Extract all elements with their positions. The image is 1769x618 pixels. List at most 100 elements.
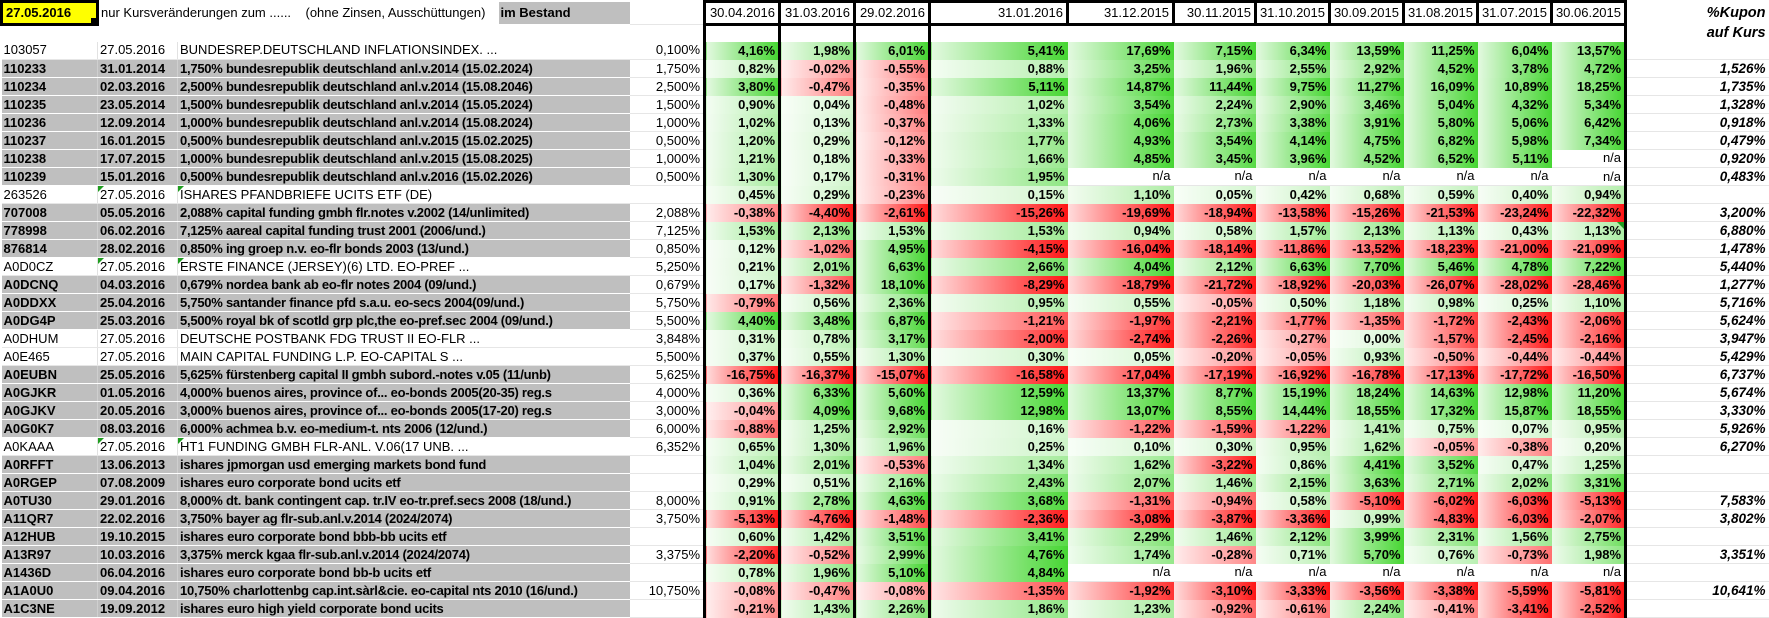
cell-change-value[interactable]: -0,50% [1404,348,1478,366]
cell-change-value[interactable]: -28,46% [1552,276,1626,294]
cell-change-value[interactable]: 6,52% [1404,150,1478,168]
cell-change-value[interactable]: -28,02% [1478,276,1552,294]
cell-change-value[interactable]: n/a [1174,564,1256,582]
empty-cell[interactable] [1330,25,1404,42]
cell-bond-id[interactable]: A0E465 [2,348,98,366]
cell-bond-description[interactable]: 4,000% buenos aires, province of... eo-b… [178,384,630,402]
cell-change-value[interactable]: 3,96% [1256,150,1330,168]
cell-change-value[interactable]: 2,66% [930,258,1068,276]
cell-change-value[interactable]: 0,86% [1256,456,1330,474]
cell-bond-id[interactable]: A1436D [2,564,98,582]
cell-kupon-auf-kurs[interactable] [1626,186,1769,204]
cell-change-value[interactable]: 0,55% [1068,294,1174,312]
date-column-header[interactable]: 31.12.2015 [1068,2,1174,25]
cell-bond-description[interactable]: 0,500% bundesrepublik deutschland anl.v.… [178,132,630,150]
cell-change-value[interactable]: 12,98% [1478,384,1552,402]
cell-change-value[interactable]: 0,20% [1552,438,1626,456]
cell-bond-description[interactable]: 5,500% royal bk of scotld grp plc,the eo… [178,312,630,330]
cell-change-value[interactable]: -0,23% [855,186,930,204]
cell-bestand-coupon[interactable]: 5,500% [630,348,705,366]
cell-quote-date[interactable]: 04.03.2016 [98,276,178,294]
cell-change-value[interactable]: 5,11% [1478,150,1552,168]
cell-change-value[interactable]: -3,10% [1174,582,1256,600]
cell-change-value[interactable]: 0,76% [1404,546,1478,564]
cell-change-value[interactable]: 0,05% [1068,348,1174,366]
cell-change-value[interactable]: 0,18% [780,150,855,168]
cell-change-value[interactable]: -0,47% [780,78,855,96]
cell-change-value[interactable]: 18,10% [855,276,930,294]
cell-change-value[interactable]: 4,63% [855,492,930,510]
cell-change-value[interactable]: 0,36% [705,384,780,402]
cell-change-value[interactable]: 1,62% [1068,456,1174,474]
cell-change-value[interactable]: 0,94% [1552,186,1626,204]
cell-change-value[interactable]: -1,22% [1256,420,1330,438]
cell-kupon-auf-kurs[interactable]: 6,880% [1626,222,1769,240]
cell-bestand-coupon[interactable] [630,564,705,582]
cell-change-value[interactable]: -5,81% [1552,582,1626,600]
cell-quote-date[interactable]: 16.01.2015 [98,132,178,150]
cell-change-value[interactable]: n/a [1330,168,1404,186]
cell-change-value[interactable]: -1,31% [1068,492,1174,510]
cell-quote-date[interactable]: 27.05.2016 [98,438,178,456]
cell-change-value[interactable]: -4,40% [780,204,855,222]
cell-bond-id[interactable]: 110237 [2,132,98,150]
cell-change-value[interactable]: 1,33% [930,114,1068,132]
cell-change-value[interactable]: 1,53% [705,222,780,240]
cell-change-value[interactable]: 5,41% [930,42,1068,60]
cell-change-value[interactable]: 11,20% [1552,384,1626,402]
cell-change-value[interactable]: 1,96% [780,564,855,582]
empty-cell[interactable] [630,2,705,25]
cell-change-value[interactable]: 0,56% [780,294,855,312]
cell-change-value[interactable]: 1,98% [780,42,855,60]
cell-change-value[interactable]: 11,44% [1174,78,1256,96]
cell-change-value[interactable]: 2,31% [1404,528,1478,546]
cell-change-value[interactable]: 15,87% [1478,402,1552,420]
cell-bond-id[interactable]: A13R97 [2,546,98,564]
cell-change-value[interactable]: 1,62% [1330,438,1404,456]
cell-change-value[interactable]: -5,13% [705,510,780,528]
cell-change-value[interactable]: -2,06% [1552,312,1626,330]
empty-cell[interactable] [780,25,855,42]
cell-change-value[interactable]: 2,01% [780,258,855,276]
cell-change-value[interactable]: 4,06% [1068,114,1174,132]
cell-change-value[interactable]: 2,92% [855,420,930,438]
cell-change-value[interactable]: 3,41% [930,528,1068,546]
cell-change-value[interactable]: 0,05% [1174,186,1256,204]
cell-change-value[interactable]: 1,21% [705,150,780,168]
cell-change-value[interactable]: -5,13% [1552,492,1626,510]
cell-change-value[interactable]: 5,34% [1552,96,1626,114]
cell-change-value[interactable]: 11,25% [1404,42,1478,60]
cell-change-value[interactable]: -0,38% [1478,438,1552,456]
cell-change-value[interactable]: 3,52% [1404,456,1478,474]
cell-change-value[interactable]: -1,32% [780,276,855,294]
cell-change-value[interactable]: 17,32% [1404,402,1478,420]
cell-bond-id[interactable]: A11QR7 [2,510,98,528]
cell-change-value[interactable]: 0,60% [705,528,780,546]
cell-change-value[interactable]: 0,95% [1552,420,1626,438]
cell-change-value[interactable]: -13,52% [1330,240,1404,258]
cell-change-value[interactable]: -13,58% [1256,204,1330,222]
cell-bond-id[interactable]: 778998 [2,222,98,240]
cell-change-value[interactable]: 14,44% [1256,402,1330,420]
cell-change-value[interactable]: 3,54% [1174,132,1256,150]
cell-kupon-auf-kurs[interactable]: 3,351% [1626,546,1769,564]
cell-bond-description[interactable]: MAIN CAPITAL FUNDING L.P. EO-CAPITAL S .… [178,348,630,366]
cell-bond-description[interactable]: 1,500% bundesrepublik deutschland anl.v.… [178,96,630,114]
cell-change-value[interactable]: 12,98% [930,402,1068,420]
cell-change-value[interactable]: n/a [1068,564,1174,582]
cell-change-value[interactable]: 4,76% [930,546,1068,564]
cell-change-value[interactable]: 0,30% [1174,438,1256,456]
cell-change-value[interactable]: 13,59% [1330,42,1404,60]
cell-bond-description[interactable]: ishares euro corporate bond ucits etf [178,474,630,492]
cell-kupon-auf-kurs[interactable]: 1,478% [1626,240,1769,258]
cell-change-value[interactable]: -5,10% [1330,492,1404,510]
cell-change-value[interactable]: n/a [1404,564,1478,582]
cell-change-value[interactable]: n/a [1404,168,1478,186]
cell-change-value[interactable]: 18,24% [1330,384,1404,402]
cell-change-value[interactable]: 2,73% [1174,114,1256,132]
cell-bestand-coupon[interactable] [630,600,705,618]
cell-bestand-coupon[interactable]: 3,750% [630,510,705,528]
cell-quote-date[interactable]: 15.01.2016 [98,168,178,186]
cell-bestand-coupon[interactable]: 1,750% [630,60,705,78]
cell-change-value[interactable]: -1,35% [1330,312,1404,330]
